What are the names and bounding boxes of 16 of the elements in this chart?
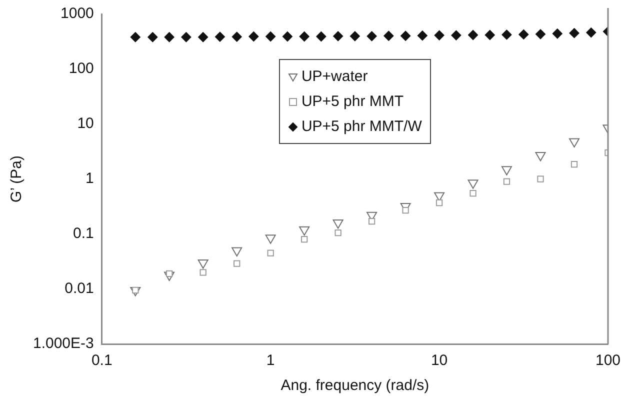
y-tick-label: 0.1 (73, 225, 94, 242)
x-tick-label: 10 (430, 352, 448, 370)
x-axis-title: Ang. frequency (rad/s) (280, 377, 430, 394)
x-tick-label: 1 (266, 352, 275, 370)
y-tick-label: 1 (86, 170, 94, 188)
legend-label: UP+5 phr MMT (301, 93, 404, 110)
y-tick-label: 1000 (60, 5, 94, 22)
y-tick-label: 100 (68, 60, 94, 78)
y-axis-title: G’ (Pa) (8, 156, 26, 202)
legend-label: UP+water (301, 68, 368, 85)
y-tick-label: 10 (77, 115, 94, 132)
y-tick-label: 1.000E-3 (32, 335, 94, 352)
legend-label: UP+5 phr MMT/W (301, 118, 422, 135)
y-tick-label: 0.01 (64, 280, 94, 298)
x-tick-label: 100 (595, 352, 621, 370)
x-tick-label: 0.1 (91, 352, 112, 370)
